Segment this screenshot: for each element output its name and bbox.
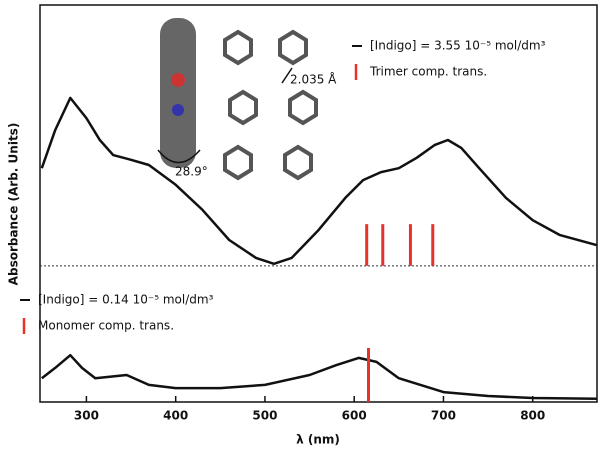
x-tick-label: 400	[163, 409, 188, 423]
x-tick-label: 800	[520, 409, 545, 423]
x-tick-label: 500	[252, 409, 277, 423]
molecule-images	[158, 18, 316, 178]
atom	[171, 73, 185, 87]
legend-label: Monomer comp. trans.	[38, 319, 174, 333]
legend-label: [Indigo] = 0.14 10⁻⁵ mol/dm³	[38, 293, 214, 307]
y-axis-label: Absorbance (Arb. Units)	[7, 123, 21, 286]
molecule-side	[160, 18, 196, 168]
x-tick-label: 300	[74, 409, 99, 423]
atom	[172, 104, 184, 116]
chart: 28.9° 2.035 Å λ (nm) Absorbance (Arb. Un…	[0, 0, 601, 454]
legend-label: [Indigo] = 3.55 10⁻⁵ mol/dm³	[370, 39, 546, 53]
x-axis-label: λ (nm)	[296, 433, 340, 447]
angle-annotation: 28.9°	[175, 165, 208, 179]
spectrum-line	[42, 98, 597, 264]
molecule-rings	[225, 32, 316, 178]
spectrum-line	[42, 355, 597, 399]
x-tick-label: 600	[342, 409, 367, 423]
distance-annotation: 2.035 Å	[290, 72, 337, 87]
x-tick-label: 700	[431, 409, 456, 423]
legend-label: Trimer comp. trans.	[369, 65, 487, 79]
